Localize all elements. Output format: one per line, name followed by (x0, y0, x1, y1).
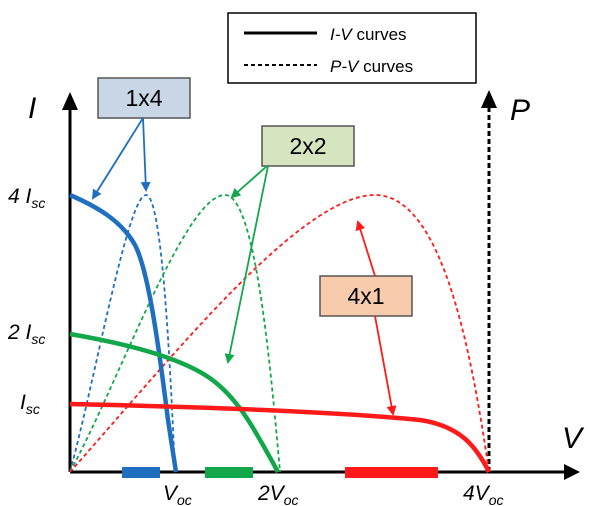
pv-curve-1x4 (69, 194, 176, 473)
iv-curve-4x1 (69, 401, 492, 474)
x-tick-4voc: 4Voc (463, 482, 504, 506)
axes: I P V (28, 90, 585, 480)
y-tick-4isc: 4 Isc (8, 185, 45, 211)
config-text-4x1: 4x1 (347, 283, 384, 309)
config-box-4x1 (319, 275, 413, 317)
arrow-1x4-to-iv (91, 117, 144, 200)
pointer-arrows (91, 117, 397, 416)
pv-curves (69, 194, 490, 473)
y-tick-2isc: 2 Isc (7, 321, 45, 347)
iv-curve-1x4 (69, 192, 179, 473)
arrow-2x2-to-pv-peak (230, 165, 268, 199)
y-tick-labels: 4 Isc 2 Isc Isc (7, 185, 45, 417)
iv-curves (69, 192, 492, 474)
pv-curve-4x1 (69, 194, 490, 473)
config-label-2x2: 2x2 (261, 125, 355, 167)
iv-curve-2x2 (69, 331, 280, 474)
legend-box (227, 12, 477, 84)
config-label-1x4: 1x4 (97, 77, 191, 119)
arrow-1x4-to-pv (140, 117, 151, 192)
voltage-axis-label: V (562, 422, 585, 455)
range-bar-4x1 (345, 467, 438, 478)
x-tick-labels: Voc 2Voc 4Voc (163, 482, 504, 506)
x-tick-2voc: 2Voc (257, 482, 299, 506)
arrow-2x2-to-iv (224, 165, 269, 364)
legend-iv-label: I-V curves (330, 25, 407, 44)
arrow-4x1-up-to-pv (355, 220, 376, 277)
range-bar-2x2 (205, 467, 253, 478)
config-box-2x2 (261, 125, 355, 167)
legend-pv-label: P-V curves (330, 57, 413, 76)
config-text-2x2: 2x2 (289, 133, 326, 159)
current-axis-label: I (28, 92, 36, 125)
current-axis-arrowhead (62, 92, 78, 110)
power-axis-arrowhead (481, 90, 497, 108)
x-tick-voc: Voc (163, 482, 192, 506)
voltage-range-bars (122, 467, 438, 478)
config-box-1x4 (97, 77, 191, 119)
pv-curve-2x2 (69, 194, 281, 473)
arrow-4x1-down-to-iv (374, 315, 397, 416)
voltage-axis-arrowhead (564, 464, 580, 480)
power-axis-label: P (510, 94, 530, 127)
range-bar-1x4 (122, 467, 160, 478)
config-label-4x1: 4x1 (319, 275, 413, 317)
legend: I-V curves P-V curves (227, 12, 477, 84)
config-text-1x4: 1x4 (125, 85, 162, 111)
y-tick-isc: Isc (20, 391, 40, 417)
